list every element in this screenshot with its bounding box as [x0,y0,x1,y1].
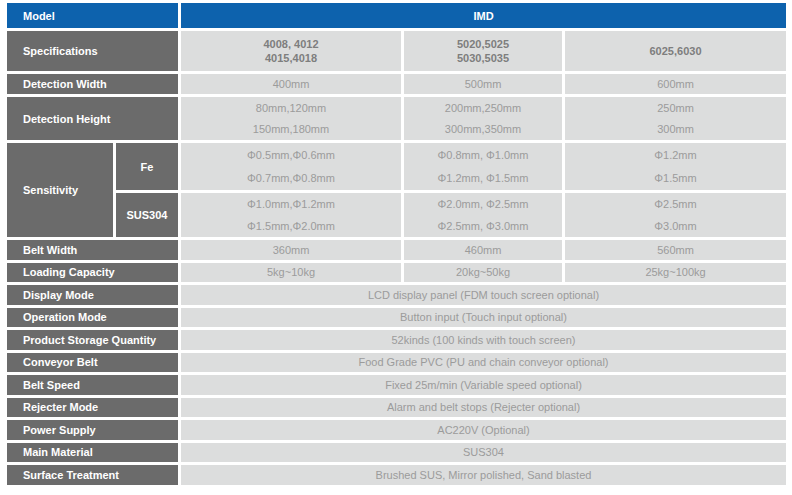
value-line: Φ1.5mm,Φ2.0mm [247,215,335,237]
sus304-label-cell: SUS304 [116,193,178,237]
row-label: Belt Speed [7,375,178,395]
fe-value-cell: Φ1.2mm Φ1.5mm [565,143,786,190]
row-label: Rejecter Mode [7,398,178,418]
fe-label-cell: Fe [116,143,178,190]
row-label: Power Supply [7,420,178,440]
row-sensitivity: Sensitivity Fe SUS304 Φ0.5mm,Φ0.6mm Φ0.7… [7,143,786,237]
series-header-cell: IMD [181,3,786,28]
spec-line: 6025,6030 [650,44,702,58]
row-label: Detection Width [7,74,178,94]
value-line: Φ2.5mm [654,193,696,215]
value-line: 80mm,120mm [256,98,326,119]
row-label: Detection Height [7,97,178,140]
sensitivity-sublabels: Fe SUS304 [116,143,178,237]
sus304-value-cell: Φ2.5mm Φ3.0mm [565,193,786,237]
sensitivity-col1: Φ0.5mm,Φ0.6mm Φ0.7mm,Φ0.8mm Φ1.0mm,Φ1.2m… [181,143,401,237]
row-label: Loading Capacity [7,263,178,283]
row-value: Food Grade PVC (PU and chain conveyor op… [181,353,786,373]
value-cell: 200mm,250mm 300mm,350mm [404,97,562,140]
value-line: Φ1.2mm, Φ1.5mm [438,167,529,190]
sensitivity-col3: Φ1.2mm Φ1.5mm Φ2.5mm Φ3.0mm [565,143,786,237]
row-label: Surface Treatment [7,465,178,485]
row-loading-capacity: Loading Capacity 5kg~10kg 20kg~50kg 25kg… [7,263,786,283]
value-line: 300mm [657,119,694,140]
row-value: Brushed SUS, Mirror polished, Sand blast… [181,465,786,485]
row-value: SUS304 [181,443,786,463]
sensitivity-col2: Φ0.8mm, Φ1.0mm Φ1.2mm, Φ1.5mm Φ2.0mm, Φ2… [404,143,562,237]
value-line: Φ2.0mm, Φ2.5mm [438,193,529,215]
value-cell: 560mm [565,240,786,260]
row-label: Conveyor Belt [7,353,178,373]
value-line: Φ1.5mm [654,167,696,190]
row-main-material: Main Material SUS304 [7,443,786,463]
row-label: Specifications [7,31,178,71]
model-header-cell: Model [7,3,178,28]
row-value: Alarm and belt stops (Rejecter optional) [181,398,786,418]
row-label: Operation Mode [7,308,178,328]
spec-line: 5020,5025 [457,37,509,51]
row-rejecter-mode: Rejecter Mode Alarm and belt stops (Reje… [7,398,786,418]
row-value: 52kinds (100 kinds with touch screen) [181,330,786,350]
value-cell: 250mm 300mm [565,97,786,140]
value-cell: 400mm [181,74,401,94]
value-line: Φ0.8mm, Φ1.0mm [438,144,529,167]
row-detection-width: Detection Width 400mm 500mm 600mm [7,74,786,94]
row-label: Main Material [7,443,178,463]
row-belt-speed: Belt Speed Fixed 25m/min (Variable speed… [7,375,786,395]
value-line: Φ0.5mm,Φ0.6mm [247,144,335,167]
row-operation-mode: Operation Mode Button input (Touch input… [7,308,786,328]
value-line: 200mm,250mm [445,98,521,119]
value-cell: 500mm [404,74,562,94]
row-power-supply: Power Supply AC220V (Optional) [7,420,786,440]
value-cell: 20kg~50kg [404,263,562,283]
value-cell: 360mm [181,240,401,260]
row-label: Product Storage Quantity [7,330,178,350]
header-row: Model IMD [7,3,786,28]
value-line: Φ1.0mm,Φ1.2mm [247,193,335,215]
row-surface-treatment: Surface Treatment Brushed SUS, Mirror po… [7,465,786,485]
value-line: Φ3.0mm [654,215,696,237]
row-belt-width: Belt Width 360mm 460mm 560mm [7,240,786,260]
value-line: 250mm [657,98,694,119]
row-value: Button input (Touch input optional) [181,308,786,328]
sus304-value-cell: Φ1.0mm,Φ1.2mm Φ1.5mm,Φ2.0mm [181,193,401,237]
row-conveyor-belt: Conveyor Belt Food Grade PVC (PU and cha… [7,353,786,373]
row-value: AC220V (Optional) [181,420,786,440]
value-cell: 5kg~10kg [181,263,401,283]
spec-table: Model IMD Specifications 4008, 4012 4015… [7,3,786,485]
value-cell: 80mm,120mm 150mm,180mm [181,97,401,140]
row-product-storage-quantity: Product Storage Quantity 52kinds (100 ki… [7,330,786,350]
fe-value-cell: Φ0.8mm, Φ1.0mm Φ1.2mm, Φ1.5mm [404,143,562,190]
row-detection-height: Detection Height 80mm,120mm 150mm,180mm … [7,97,786,140]
value-cell: 25kg~100kg [565,263,786,283]
spec-line: 5030,5035 [457,51,509,65]
spec-line: 4008, 4012 [263,37,318,51]
value-line: Φ1.2mm [654,144,696,167]
row-value: Fixed 25m/min (Variable speed optional) [181,375,786,395]
row-display-mode: Display Mode LCD display panel (FDM touc… [7,285,786,305]
spec-models-col1: 4008, 4012 4015,4018 [181,31,401,71]
row-specifications: Specifications 4008, 4012 4015,4018 5020… [7,31,786,71]
value-cell: 600mm [565,74,786,94]
row-label: Sensitivity [7,143,113,237]
value-line: Φ2.5mm, Φ3.0mm [438,215,529,237]
sus304-value-cell: Φ2.0mm, Φ2.5mm Φ2.5mm, Φ3.0mm [404,193,562,237]
spec-line: 4015,4018 [265,51,317,65]
spec-models-col2: 5020,5025 5030,5035 [404,31,562,71]
value-line: Φ0.7mm,Φ0.8mm [247,167,335,190]
row-value: LCD display panel (FDM touch screen opti… [181,285,786,305]
fe-value-cell: Φ0.5mm,Φ0.6mm Φ0.7mm,Φ0.8mm [181,143,401,190]
row-label: Display Mode [7,285,178,305]
row-label: Belt Width [7,240,178,260]
value-cell: 460mm [404,240,562,260]
value-line: 150mm,180mm [253,119,329,140]
value-line: 300mm,350mm [445,119,521,140]
spec-models-col3: 6025,6030 [565,31,786,71]
